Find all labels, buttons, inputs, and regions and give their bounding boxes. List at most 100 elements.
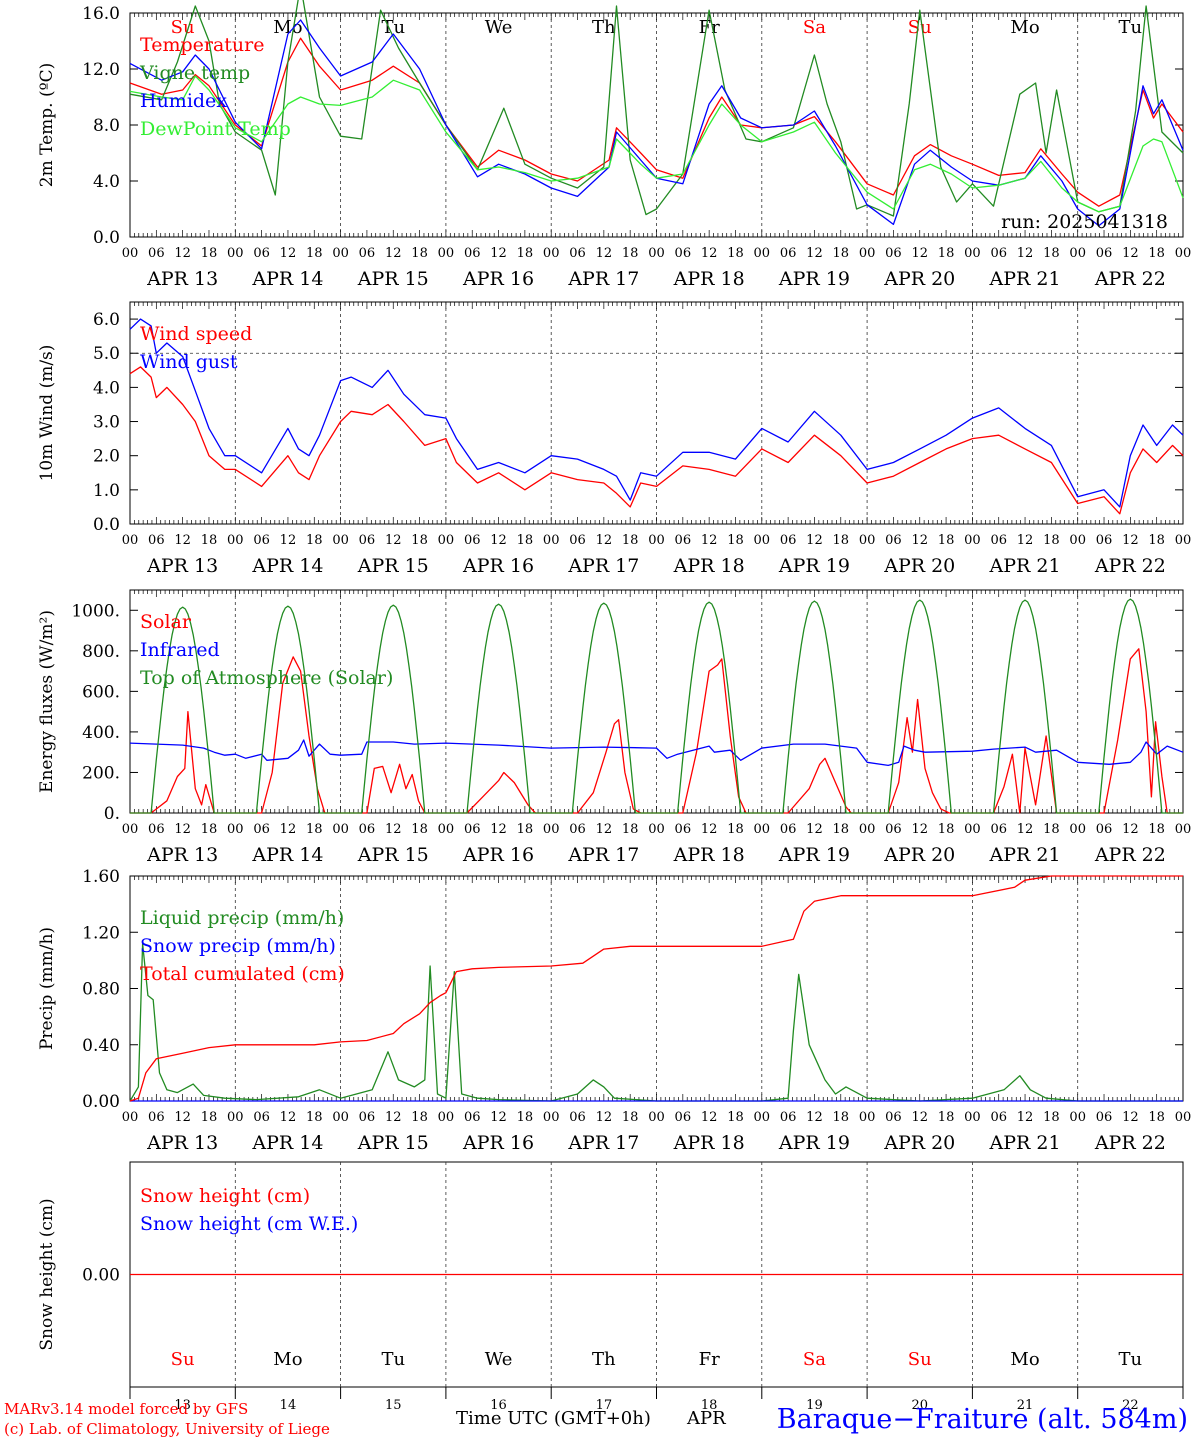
hour-tick-label: 00 bbox=[964, 533, 981, 548]
y-tick-label: 2.0 bbox=[93, 447, 120, 467]
legend-entry: Wind speed bbox=[140, 323, 252, 345]
hour-tick-label: 06 bbox=[1096, 822, 1113, 837]
legend-entry: Top of Atmosphere (Solar) bbox=[140, 667, 393, 689]
hour-tick-label: 12 bbox=[806, 533, 823, 548]
day-label: APR 21 bbox=[989, 268, 1061, 290]
hour-tick-label: 00 bbox=[754, 822, 771, 837]
hour-tick-label: 06 bbox=[253, 533, 270, 548]
hour-tick-label: 00 bbox=[122, 822, 139, 837]
legend-entry: Snow height (cm) bbox=[140, 1185, 310, 1207]
day-label: APR 19 bbox=[778, 844, 850, 866]
hour-tick-label: 06 bbox=[780, 822, 797, 837]
hour-tick-label: 06 bbox=[780, 533, 797, 548]
hour-tick-label: 00 bbox=[227, 822, 244, 837]
hour-tick-label: 12 bbox=[806, 246, 823, 261]
hour-tick-label: 06 bbox=[359, 533, 376, 548]
hour-tick-label: 12 bbox=[701, 1110, 718, 1125]
hour-tick-label: 12 bbox=[806, 1110, 823, 1125]
hour-tick-label: 00 bbox=[964, 822, 981, 837]
hour-tick-label: 18 bbox=[622, 1110, 639, 1125]
hour-tick-label: 06 bbox=[569, 1110, 586, 1125]
weekday-label: Tu bbox=[1119, 1349, 1143, 1370]
weekday-label: Su bbox=[171, 17, 195, 38]
hour-tick-label: 00 bbox=[648, 533, 665, 548]
y-tick-label: 6.0 bbox=[93, 310, 120, 330]
hour-tick-label: 06 bbox=[464, 533, 481, 548]
hour-tick-label: 00 bbox=[964, 1110, 981, 1125]
day-label: APR 13 bbox=[146, 844, 218, 866]
day-number: 16 bbox=[490, 1398, 507, 1413]
hour-tick-label: 06 bbox=[359, 246, 376, 261]
series-line bbox=[129, 75, 1184, 213]
hour-tick-label: 18 bbox=[622, 822, 639, 837]
hour-tick-label: 00 bbox=[754, 246, 771, 261]
y-tick-label: 0.00 bbox=[82, 1092, 120, 1112]
y-tick-label: 0.0 bbox=[93, 228, 120, 248]
day-label: APR 22 bbox=[1094, 844, 1166, 866]
day-label: APR 18 bbox=[673, 268, 745, 290]
hour-tick-label: 18 bbox=[306, 1110, 323, 1125]
weekday-label: Th bbox=[592, 1349, 616, 1370]
hour-tick-label: 18 bbox=[622, 246, 639, 261]
panel-1: 0.0 4.0 8.0 12.0 16.0 2m Temp. (ºC) 00 06 12 18 00… bbox=[37, 0, 1191, 290]
hour-tick-label: 12 bbox=[280, 822, 297, 837]
hour-tick-label: 06 bbox=[359, 822, 376, 837]
hour-tick-label: 00 bbox=[859, 246, 876, 261]
weekday-label: Su bbox=[908, 17, 932, 38]
y-tick-label: 1.0 bbox=[93, 481, 120, 501]
hour-tick-label: 12 bbox=[174, 1110, 191, 1125]
y-axis-title: 2m Temp. (ºC) bbox=[37, 63, 57, 188]
day-number: 20 bbox=[911, 1398, 928, 1413]
series-line bbox=[129, 19, 1184, 227]
hour-tick-label: 18 bbox=[306, 822, 323, 837]
hour-tick-label: 12 bbox=[596, 822, 613, 837]
panel-5: 0.00 Snow height (cm) Su Mo Tu We Th Fr Sa Su Mo Tu… bbox=[37, 1161, 1184, 1413]
hour-tick-label: 06 bbox=[780, 1110, 797, 1125]
hour-tick-label: 18 bbox=[1148, 822, 1165, 837]
hour-tick-label: 06 bbox=[253, 1110, 270, 1125]
hour-tick-label: 12 bbox=[280, 533, 297, 548]
day-number: 13 bbox=[174, 1398, 191, 1413]
hour-tick-label: 12 bbox=[911, 246, 928, 261]
legend-entry: Snow precip (mm/h) bbox=[140, 935, 336, 957]
day-label: APR 19 bbox=[778, 268, 850, 290]
station-name: Baraque−Fraiture (alt. 584m) bbox=[777, 1404, 1188, 1435]
hour-tick-label: 12 bbox=[1017, 533, 1034, 548]
y-axis-title: Precip (mm/h) bbox=[37, 927, 57, 1050]
hour-tick-label: 00 bbox=[543, 1110, 560, 1125]
hour-tick-label: 06 bbox=[148, 822, 165, 837]
y-tick-label: 800. bbox=[82, 642, 120, 662]
hour-tick-label: 06 bbox=[990, 246, 1007, 261]
hour-tick-label: 00 bbox=[438, 1110, 455, 1125]
hour-tick-label: 12 bbox=[490, 533, 507, 548]
hour-tick-label: 18 bbox=[833, 1110, 850, 1125]
hour-tick-label: 12 bbox=[701, 533, 718, 548]
hour-tick-label: 12 bbox=[911, 533, 928, 548]
hour-tick-label: 18 bbox=[1148, 533, 1165, 548]
day-label: APR 14 bbox=[251, 555, 323, 577]
hour-tick-label: 00 bbox=[1069, 1110, 1086, 1125]
hour-tick-label: 00 bbox=[648, 246, 665, 261]
hour-tick-label: 00 bbox=[438, 246, 455, 261]
hour-tick-label: 00 bbox=[754, 1110, 771, 1125]
hour-tick-label: 00 bbox=[438, 533, 455, 548]
weekday-label: Mo bbox=[273, 1349, 302, 1370]
hour-tick-label: 00 bbox=[227, 533, 244, 548]
day-label: APR 15 bbox=[357, 268, 429, 290]
series-line bbox=[129, 37, 1184, 207]
weekday-label: Su bbox=[171, 1349, 195, 1370]
day-number: 17 bbox=[596, 1398, 613, 1413]
hour-tick-label: 06 bbox=[990, 533, 1007, 548]
hour-tick-label: 12 bbox=[385, 1110, 402, 1125]
hour-tick-label: 00 bbox=[1175, 822, 1192, 837]
series-line bbox=[129, 318, 1184, 508]
day-label: APR 20 bbox=[883, 844, 955, 866]
hour-tick-label: 18 bbox=[938, 822, 955, 837]
hour-tick-label: 00 bbox=[1175, 533, 1192, 548]
y-tick-label: 0.0 bbox=[93, 515, 120, 535]
hour-tick-label: 06 bbox=[990, 822, 1007, 837]
weekday-label: We bbox=[485, 17, 513, 38]
y-tick-label: 4.0 bbox=[93, 172, 120, 192]
hour-tick-label: 00 bbox=[543, 822, 560, 837]
